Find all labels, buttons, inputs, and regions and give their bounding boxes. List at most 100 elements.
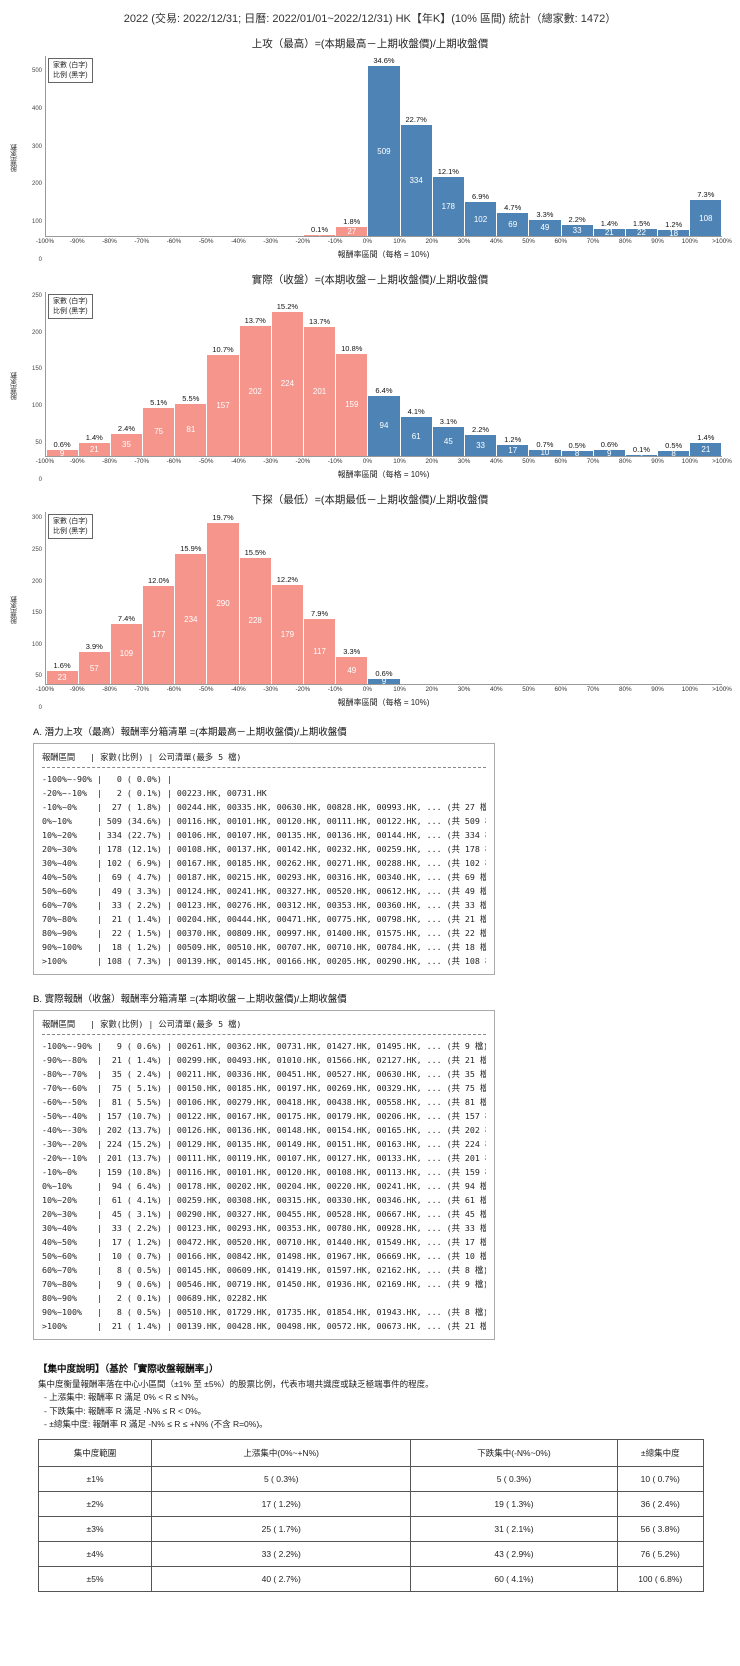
x-tick-label: -60% (166, 458, 182, 465)
histogram-bin (593, 512, 625, 684)
chart-body: 股票家數 0 50 100 150 200 250 300 家數 (白字) 比例 (黑字) … (8, 512, 732, 711)
bar-percent-label: 3.3% (536, 209, 554, 219)
bar-percent-label: 13.7% (244, 316, 266, 326)
y-tick-label: 250 (31, 292, 42, 299)
x-tick-label: 60% (554, 686, 568, 693)
bar-percent-label: 12.0% (148, 575, 170, 585)
histogram-bin (690, 512, 722, 684)
histogram-bin: 1.4% 21 (690, 292, 722, 456)
x-tick-label: -30% (263, 238, 279, 245)
histogram-bar: 177 (143, 585, 175, 684)
bar-percent-label: 6.4% (375, 385, 393, 395)
histogram-bar: 61 (400, 416, 432, 456)
legend-line-counts: 家數 (白字) (53, 518, 88, 525)
y-tick-label: 150 (31, 610, 42, 617)
x-tick-label: 80% (618, 458, 632, 465)
table-cell: ±2% (37, 1490, 153, 1517)
histogram-bin: 13.7% 201 (304, 292, 336, 456)
histogram-bin: 5.5% 81 (175, 292, 207, 456)
bar-percent-label: 0.6% (600, 440, 618, 450)
histogram-bar: 45 (432, 427, 464, 456)
list-row: 60%~70% | 8 ( 0.5%) | 00145.HK, 00609.HK… (42, 1265, 486, 1275)
histogram-bar: 224 (271, 311, 303, 456)
bar-count-label: 17 (508, 446, 518, 456)
list-separator (42, 767, 486, 768)
x-tick-label: 50% (522, 686, 535, 693)
list-row: 40%~50% | 69 ( 4.7%) | 00187.HK, 00215.H… (42, 872, 486, 882)
y-tick-label: 0 (38, 705, 42, 711)
list-separator (42, 1034, 486, 1035)
bar-percent-label: 5.5% (182, 393, 200, 403)
bar-count-label: 177 (151, 630, 166, 640)
x-tick-label: 50% (522, 458, 535, 465)
table-row: ±4% 33 ( 2.2%) 43 ( 2.9%) 76 ( 5.2%) (37, 1540, 705, 1567)
concentration-heading: 【集中度說明】（基於「實際收盤報酬率」） (38, 1364, 219, 1375)
histogram-bar: 33 (561, 225, 593, 236)
bar-count-label: 49 (540, 223, 550, 233)
x-tick-label: 90% (651, 238, 664, 245)
table-header-cell: 集中度範圍 (37, 1438, 153, 1467)
list-row: 30%~40% | 102 ( 6.9%) | 00167.HK, 00185.… (42, 858, 486, 868)
table-row: ±5% 40 ( 2.7%) 60 ( 4.1%) 100 ( 6.8%) (37, 1565, 705, 1592)
x-tick-label: -30% (263, 686, 279, 693)
x-tick-label: 60% (554, 458, 568, 465)
chart-legend: 家數 (白字) 比例 (黑字) (48, 58, 93, 83)
list-row: >100% | 108 ( 7.3%) | 00139.HK, 00145.HK… (42, 956, 486, 966)
bar-percent-label: 10.7% (212, 345, 234, 355)
histogram-bar: 18 (658, 230, 690, 236)
bar-percent-label: 2.2% (568, 215, 586, 224)
bar-percent-label: 15.5% (244, 547, 266, 557)
histogram-bin: 13.7% 202 (239, 292, 271, 456)
x-tick-label: 70% (586, 686, 600, 693)
bar-percent-label: 0.6% (53, 440, 71, 450)
histogram-bin: 2.2% 33 (464, 292, 497, 456)
table-cell: 43 ( 2.9%) (410, 1540, 618, 1567)
x-tick-label: -10% (327, 686, 343, 693)
list-row: -10%~0% | 159 (10.8%) | 00116.HK, 00101.… (42, 1167, 486, 1177)
histogram-bin: 3.3% 49 (529, 56, 561, 236)
x-tick-label: -20% (295, 238, 311, 245)
table-cell: ±3% (37, 1515, 153, 1542)
bar-count-label: 57 (89, 663, 99, 673)
list-row: -90%~-80% | 21 ( 1.4%) | 00299.HK, 00493… (42, 1055, 486, 1065)
bar-percent-label: 6.9% (471, 192, 490, 201)
histogram-bin: 1.4% 21 (593, 56, 625, 236)
y-tick-label: 150 (31, 366, 42, 373)
x-tick-label: 80% (618, 686, 632, 693)
y-tick-label: 100 (31, 641, 42, 648)
y-tick-label: 100 (31, 403, 42, 410)
histogram-bin: 1.4% 21 (78, 292, 110, 456)
bar-percent-label: 0.1% (311, 225, 329, 235)
x-tick-label: -60% (166, 686, 182, 693)
bar-percent-label: 5.1% (150, 397, 168, 407)
histogram-bin: 0.7% 10 (529, 292, 561, 456)
chart-title: 上攻（最高）=(本期最高－上期收盤價)/上期收盤價 (251, 38, 489, 50)
bar-count-label: 8 (574, 450, 580, 456)
histogram-bin: 0.1%2 (625, 292, 658, 456)
bar-percent-label: 4.7% (504, 203, 522, 212)
histogram-bar: 2 (304, 235, 336, 236)
bar-count-label: 109 (119, 649, 134, 659)
table-cell: 36 ( 2.4%) (616, 1490, 705, 1517)
histogram-bin: 0.6% 9 (368, 512, 400, 684)
table-row: ±3% 25 ( 1.7%) 31 ( 2.1%) 56 ( 3.8%) (37, 1515, 705, 1542)
table-cell: ±4% (37, 1540, 153, 1567)
histogram-bin: 22.7% 334 (400, 56, 432, 236)
histogram-bin (175, 56, 207, 236)
bar-percent-label: 0.5% (568, 440, 586, 450)
bar-count-label: 21 (89, 444, 99, 454)
histogram-bar: 179 (271, 584, 303, 684)
table-cell: 76 ( 5.2%) (616, 1540, 705, 1567)
bar-percent-label: 1.2% (665, 220, 683, 229)
bar-count-label: 9 (607, 450, 612, 456)
bar-count-label: 201 (312, 386, 327, 396)
table-header-row: 集中度範圍 上漲集中(0%~+N%) 下跌集中(-N%~0%) ±總集中度 (37, 1438, 705, 1467)
histogram-bin: 3.9% 57 (78, 512, 110, 684)
bar-count-label: 202 (248, 386, 262, 396)
histogram-bin: 10.7% 157 (207, 292, 239, 456)
x-tick-label: 80% (618, 238, 632, 245)
list-row: -60%~-50% | 81 ( 5.5%) | 00106.HK, 00279… (42, 1097, 486, 1107)
x-tick-label: -60% (166, 238, 182, 245)
histogram-bin: 3.1% 45 (432, 292, 464, 456)
table-header-cell: 上漲集中(0%~+N%) (151, 1438, 412, 1467)
